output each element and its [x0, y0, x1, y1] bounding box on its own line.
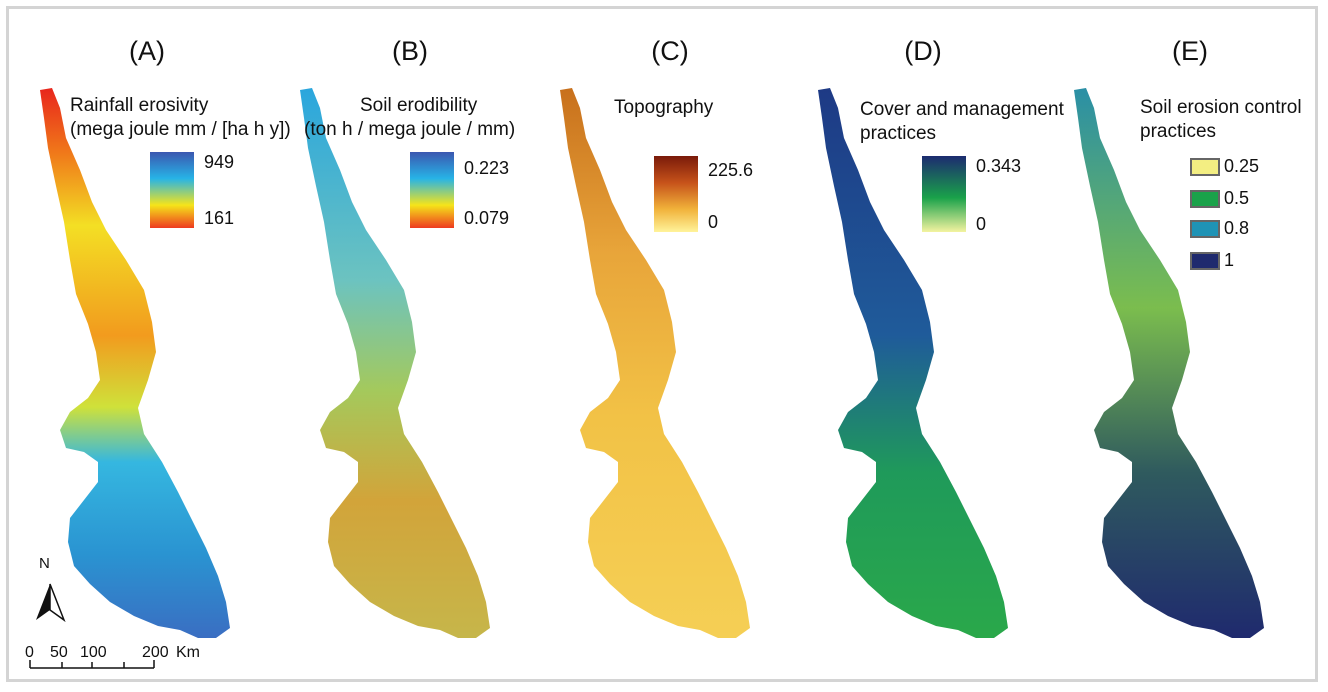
scale-unit: Km: [176, 644, 200, 661]
legend-ramp-erosivity: [150, 152, 194, 228]
legend-title-cover-line2: practices: [860, 123, 937, 144]
scale-tick-50: 50: [50, 644, 68, 661]
legend-swatch-1: [1190, 252, 1220, 270]
scale-tick-0: 0: [25, 644, 34, 661]
panel-label-a: (A): [129, 36, 165, 66]
legend-unit-erosivity: (mega joule mm / [ha h y]): [70, 119, 291, 140]
legend-title-erodibility: Soil erodibility: [360, 95, 478, 116]
legend-max-erosivity: 949: [204, 152, 235, 172]
panel-label-d: (D): [904, 36, 942, 66]
legend-title-erosion-control: Soil erosion control: [1140, 97, 1302, 118]
legend-ramp-cover: [922, 156, 966, 232]
legend-class-0-25: 0.25: [1224, 156, 1260, 176]
legend-title-topography: Topography: [614, 97, 714, 118]
legend-swatch-0-5: [1190, 190, 1220, 208]
legend-max-cover: 0.343: [976, 156, 1022, 176]
legend-class-1: 1: [1224, 250, 1235, 270]
legend-title-erosivity: Rainfall erosivity: [70, 95, 209, 116]
legend-max-topography: 225.6: [708, 160, 754, 180]
north-arrow-icon: [36, 583, 66, 623]
legend-ramp-erodibility: [410, 152, 454, 228]
panel-label-e: (E): [1172, 36, 1208, 66]
map-rainfall-erosivity: [40, 88, 230, 638]
legend-min-cover: 0: [976, 214, 987, 234]
scale-tick-200: 200: [142, 644, 169, 661]
legend-swatch-0-8: [1190, 220, 1220, 238]
legend-swatch-0-25: [1190, 158, 1220, 176]
legend-unit-erodibility: (ton h / mega joule / mm): [304, 119, 516, 140]
scale-tick-100: 100: [80, 644, 107, 661]
panel-label-b: (B): [392, 36, 428, 66]
legend-class-0-5: 0.5: [1224, 188, 1250, 208]
legend-ramp-topography: [654, 156, 698, 232]
legend-class-0-8: 0.8: [1224, 218, 1250, 238]
panel-label-c: (C): [651, 36, 689, 66]
legend-title-erosion-control-line2: practices: [1140, 121, 1217, 142]
legend-max-erodibility: 0.223: [464, 158, 510, 178]
legend-min-topography: 0: [708, 212, 719, 232]
scale-bar: [29, 660, 155, 669]
north-label: N: [39, 555, 50, 572]
legend-min-erosivity: 161: [204, 208, 235, 228]
legend-title-cover: Cover and management: [860, 99, 1064, 120]
legend-min-erodibility: 0.079: [464, 208, 510, 228]
map-soil-erodibility: [300, 88, 490, 638]
